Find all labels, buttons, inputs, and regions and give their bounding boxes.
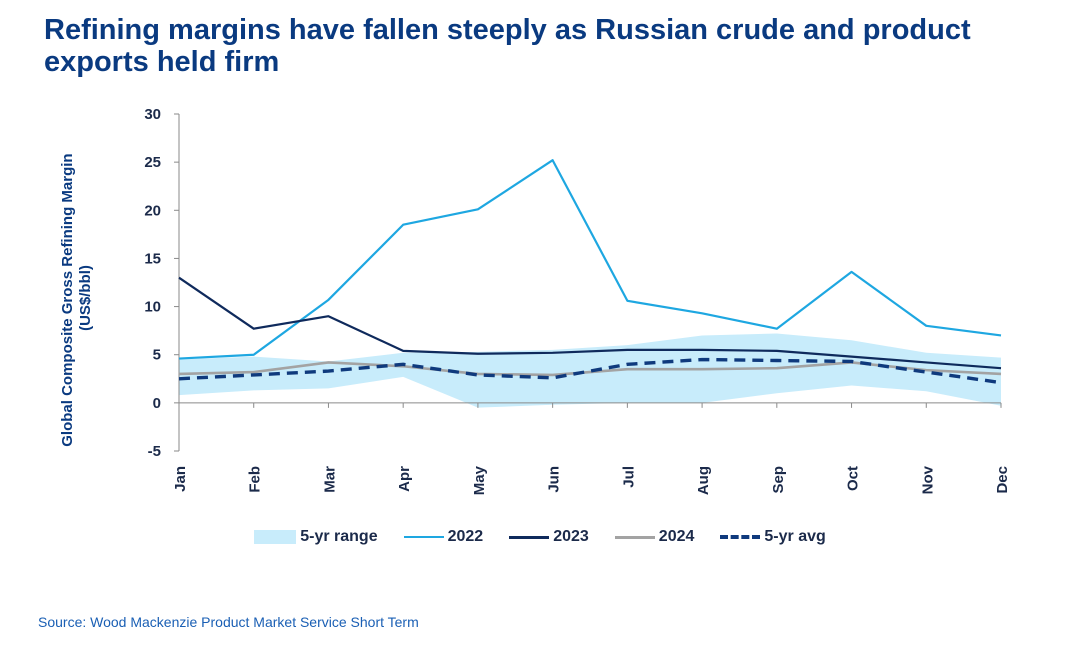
x-tick-label: Dec <box>994 466 1011 494</box>
y-axis-label-line-1: Global Composite Gross Refining Margin <box>59 153 76 446</box>
y-tick-label: 25 <box>144 154 161 171</box>
x-tick-label: Nov <box>919 465 936 494</box>
legend-item-2023: 2023 <box>509 528 589 546</box>
x-tick-label: Sep <box>770 466 787 494</box>
x-tick-label: Feb <box>247 466 264 493</box>
series-group <box>178 159 1002 385</box>
y-axis-label: Global Composite Gross Refining Margin (… <box>59 149 94 447</box>
legend-label-2023: 2023 <box>553 528 589 545</box>
x-tick-label: Jul <box>620 466 637 488</box>
y-tick-label: 15 <box>144 250 161 267</box>
x-tick-label: Aug <box>695 466 712 495</box>
legend-item-2022: 2022 <box>403 528 484 546</box>
x-tick-label: Apr <box>396 466 413 492</box>
x-tick-label: Jun <box>546 466 563 493</box>
axes-group <box>174 113 1002 452</box>
legend-item-5yr-avg: 5-yr avg <box>720 528 826 546</box>
y-tick-labels: 30 25 20 15 10 5 0 -5 <box>144 106 161 460</box>
legend: 5-yr range 2022 2023 2024 5-yr avg <box>0 528 1080 546</box>
y-tick-label: 5 <box>153 347 161 364</box>
y-tick-label: 0 <box>153 395 161 412</box>
source-note: Source: Wood Mackenzie Product Market Se… <box>38 614 419 630</box>
legend-label-5yr-range: 5-yr range <box>300 528 378 545</box>
x-tick-label: Oct <box>845 466 862 491</box>
x-tick-labels: Jan Feb Mar Apr May Jun Jul Aug Sep Oct Nov Dec <box>172 465 1011 495</box>
legend-swatch-2022 <box>403 536 444 538</box>
y-axis-label-line-2: (US$/bbl) <box>77 265 94 331</box>
series-line-5-yr-avg <box>178 357 1002 385</box>
legend-swatch-5yr-range <box>254 530 297 544</box>
y-tick-label: 10 <box>144 299 161 316</box>
legend-swatch-2023 <box>509 535 550 539</box>
y-tick-label: 20 <box>144 202 161 219</box>
x-tick-label: Jan <box>172 466 189 492</box>
series-line-2023 <box>178 276 1002 370</box>
legend-label-2024: 2024 <box>658 528 695 545</box>
legend-label-5yr-avg: 5-yr avg <box>764 528 826 545</box>
legend-label-2022: 2022 <box>447 528 484 545</box>
range-band-group <box>179 333 1001 408</box>
legend-swatch-5yr-avg <box>720 535 761 539</box>
chart-title: Refining margins have fallen steeply as … <box>44 14 971 78</box>
legend-swatch-2024 <box>614 535 655 539</box>
range-band <box>179 333 1001 408</box>
x-tick-label: Mar <box>321 466 338 493</box>
y-tick-label: 30 <box>144 106 161 123</box>
y-tick-label: -5 <box>148 443 161 460</box>
series-line-2022 <box>178 159 1002 360</box>
legend-item-2024: 2024 <box>614 528 695 546</box>
legend-item-5yr-range: 5-yr range <box>254 528 378 546</box>
x-tick-label: May <box>471 465 488 495</box>
